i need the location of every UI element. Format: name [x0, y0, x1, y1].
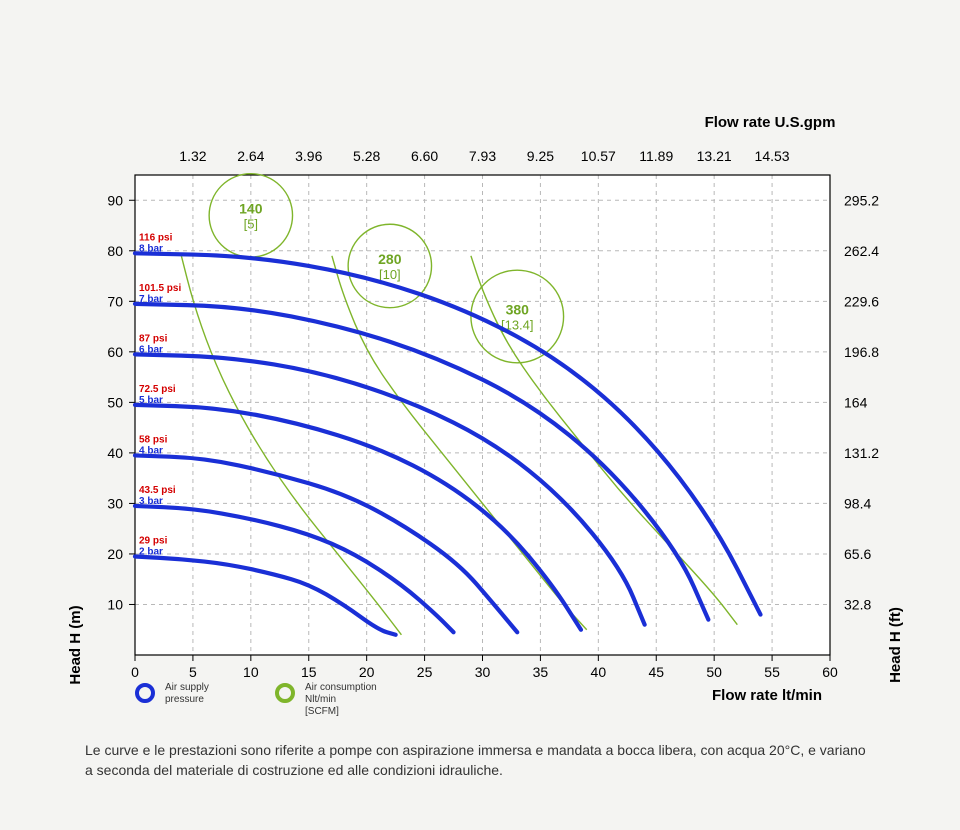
svg-text:7.93: 7.93: [469, 148, 496, 164]
svg-text:65.6: 65.6: [844, 546, 871, 562]
svg-text:50: 50: [107, 394, 123, 410]
svg-text:[10]: [10]: [379, 267, 401, 282]
svg-text:Air supply: Air supply: [165, 682, 209, 693]
svg-text:72.5 psi: 72.5 psi: [139, 384, 176, 395]
svg-text:20: 20: [359, 664, 375, 680]
svg-text:8 bar: 8 bar: [139, 243, 163, 254]
svg-text:229.6: 229.6: [844, 293, 879, 309]
svg-text:10: 10: [243, 664, 259, 680]
svg-text:40: 40: [591, 664, 607, 680]
svg-text:Flow rate lt/min: Flow rate lt/min: [712, 687, 822, 704]
svg-text:0: 0: [131, 664, 139, 680]
svg-text:Head H (ft): Head H (ft): [887, 607, 904, 683]
svg-text:60: 60: [822, 664, 838, 680]
svg-text:98.4: 98.4: [844, 495, 871, 511]
svg-text:30: 30: [107, 495, 123, 511]
performance-chart: 051015202530354045505560Flow rate lt/min…: [0, 0, 960, 745]
svg-text:90: 90: [107, 192, 123, 208]
svg-text:116 psi: 116 psi: [139, 232, 173, 243]
svg-text:3.96: 3.96: [295, 148, 322, 164]
svg-text:6 bar: 6 bar: [139, 344, 163, 355]
svg-text:13.21: 13.21: [697, 148, 732, 164]
svg-text:[5]: [5]: [244, 216, 258, 231]
svg-text:196.8: 196.8: [844, 344, 879, 360]
page: 051015202530354045505560Flow rate lt/min…: [0, 0, 960, 830]
svg-text:Head H (m): Head H (m): [67, 605, 84, 684]
svg-text:14.53: 14.53: [755, 148, 790, 164]
svg-text:7 bar: 7 bar: [139, 294, 163, 305]
svg-text:[SCFM]: [SCFM]: [305, 706, 339, 717]
svg-text:20: 20: [107, 546, 123, 562]
svg-text:3 bar: 3 bar: [139, 496, 163, 507]
svg-text:4 bar: 4 bar: [139, 445, 163, 456]
svg-text:30: 30: [475, 664, 491, 680]
svg-text:101.5 psi: 101.5 psi: [139, 283, 181, 294]
svg-text:25: 25: [417, 664, 433, 680]
svg-text:6.60: 6.60: [411, 148, 438, 164]
svg-text:10: 10: [107, 596, 123, 612]
svg-text:87 psi: 87 psi: [139, 333, 168, 344]
svg-text:pressure: pressure: [165, 694, 204, 705]
svg-text:35: 35: [533, 664, 549, 680]
svg-text:45: 45: [648, 664, 664, 680]
svg-text:2.64: 2.64: [237, 148, 264, 164]
svg-text:140: 140: [239, 200, 263, 216]
svg-text:131.2: 131.2: [844, 445, 879, 461]
svg-text:280: 280: [378, 251, 402, 267]
chart-svg: 051015202530354045505560Flow rate lt/min…: [0, 0, 960, 740]
svg-text:Flow rate U.S.gpm: Flow rate U.S.gpm: [705, 114, 836, 131]
svg-text:15: 15: [301, 664, 317, 680]
svg-text:10.57: 10.57: [581, 148, 616, 164]
svg-text:50: 50: [706, 664, 722, 680]
svg-text:80: 80: [107, 243, 123, 259]
svg-text:2 bar: 2 bar: [139, 546, 163, 557]
svg-text:5 bar: 5 bar: [139, 395, 163, 406]
svg-text:5: 5: [189, 664, 197, 680]
svg-text:58 psi: 58 psi: [139, 434, 168, 445]
svg-text:Air consumption: Air consumption: [305, 682, 377, 693]
svg-text:295.2: 295.2: [844, 192, 879, 208]
svg-text:60: 60: [107, 344, 123, 360]
svg-text:11.89: 11.89: [639, 148, 673, 164]
svg-text:43.5 psi: 43.5 psi: [139, 485, 176, 496]
svg-text:9.25: 9.25: [527, 148, 554, 164]
svg-text:70: 70: [107, 293, 123, 309]
svg-text:380: 380: [506, 301, 530, 317]
svg-text:55: 55: [764, 664, 780, 680]
svg-text:5.28: 5.28: [353, 148, 380, 164]
svg-text:40: 40: [107, 445, 123, 461]
svg-text:29 psi: 29 psi: [139, 535, 168, 546]
svg-text:164: 164: [844, 394, 868, 410]
svg-text:Nlt/min: Nlt/min: [305, 694, 336, 705]
svg-text:262.4: 262.4: [844, 243, 879, 259]
svg-text:32.8: 32.8: [844, 596, 871, 612]
svg-text:1.32: 1.32: [179, 148, 206, 164]
chart-caption: Le curve e le prestazioni sono riferite …: [85, 740, 875, 781]
